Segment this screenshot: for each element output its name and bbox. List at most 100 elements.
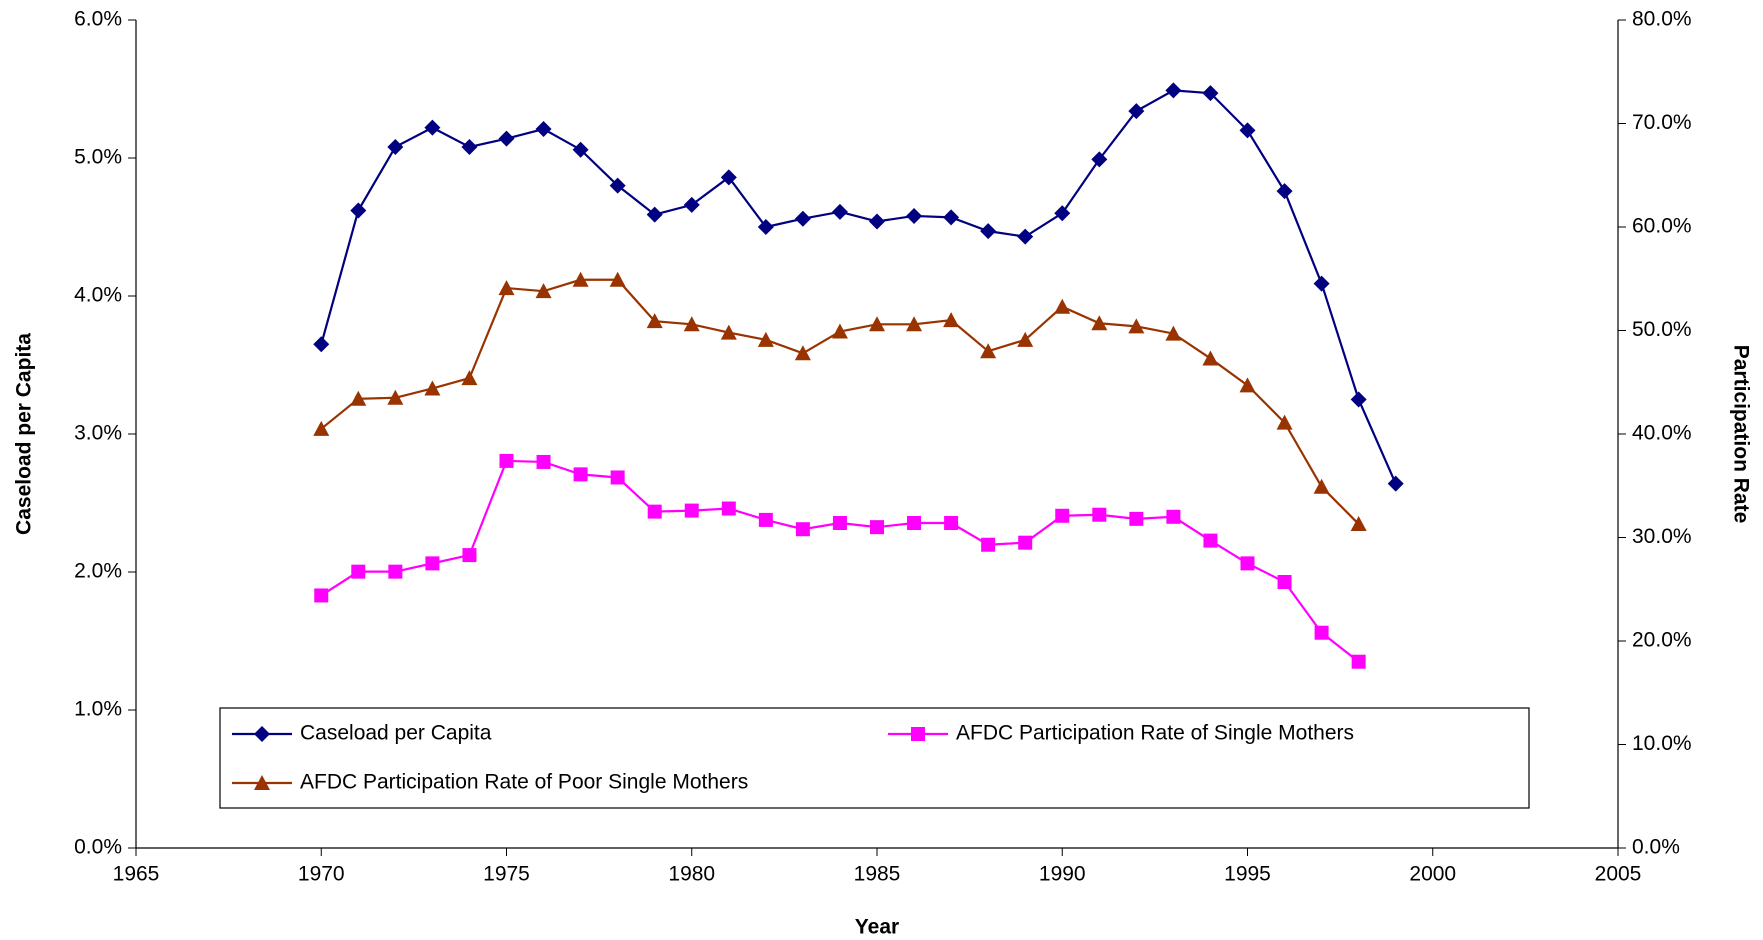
marker (720, 169, 737, 186)
series-line (320, 459, 1360, 663)
legend-box (219, 707, 1530, 809)
y-tick-label: 3.0% (74, 422, 122, 445)
marker (388, 564, 403, 579)
marker (1128, 103, 1145, 120)
marker (757, 219, 774, 235)
legend-label: Caseload per Capita (300, 722, 492, 745)
marker (461, 138, 478, 155)
marker (647, 504, 662, 519)
marker (980, 343, 997, 359)
marker (757, 331, 774, 347)
y2-tick-label: 80.0% (1632, 8, 1692, 31)
marker (943, 209, 960, 226)
y2-tick-label: 0.0% (1632, 836, 1680, 859)
marker (314, 588, 329, 603)
series-line (320, 89, 1397, 485)
marker (254, 775, 270, 790)
x-tick-label: 1995 (1224, 863, 1271, 886)
marker (907, 516, 922, 531)
marker (499, 453, 514, 468)
marker (870, 520, 884, 535)
marker (1092, 507, 1107, 522)
marker (609, 271, 626, 287)
marker (1165, 325, 1182, 341)
marker (646, 313, 663, 329)
marker (573, 467, 588, 482)
marker (684, 503, 699, 518)
marker (1276, 414, 1293, 430)
y-tick-label: 2.0% (74, 560, 122, 583)
marker (1313, 478, 1330, 494)
marker (572, 271, 589, 287)
y2-tick-label: 20.0% (1632, 629, 1692, 652)
marker (498, 130, 515, 147)
marker (461, 370, 478, 386)
y-tick-label: 1.0% (74, 698, 122, 721)
marker (1202, 85, 1219, 102)
x-tick-label: 2000 (1409, 863, 1456, 886)
marker (1350, 391, 1367, 408)
marker (832, 516, 847, 531)
marker (425, 556, 440, 571)
marker (1203, 533, 1218, 548)
marker (387, 138, 404, 155)
marker (1017, 331, 1034, 347)
marker (610, 470, 625, 485)
marker (1239, 122, 1256, 139)
marker (981, 537, 996, 552)
marker (1018, 535, 1033, 550)
marker (1017, 228, 1034, 245)
marker (794, 345, 811, 361)
legend-label: AFDC Participation Rate of Poor Single M… (300, 771, 748, 794)
marker (1091, 315, 1108, 331)
marker (906, 207, 923, 224)
marker (1276, 183, 1293, 200)
marker (1240, 556, 1255, 571)
x-tick-label: 2005 (1595, 863, 1642, 886)
marker (911, 727, 925, 741)
marker (498, 280, 515, 296)
marker (1128, 318, 1145, 334)
marker (944, 516, 959, 531)
marker (1202, 350, 1219, 366)
y-tick-label: 5.0% (74, 146, 122, 169)
y2-axis-title: Participation Rate (1729, 345, 1752, 524)
marker (1387, 475, 1404, 492)
marker (1091, 151, 1108, 168)
marker (1314, 625, 1329, 640)
y2-tick-label: 60.0% (1632, 215, 1692, 238)
marker (943, 312, 960, 328)
marker (980, 223, 997, 240)
marker (794, 210, 811, 227)
marker (1277, 575, 1292, 590)
marker (1129, 511, 1144, 526)
marker (350, 390, 367, 406)
marker (351, 564, 366, 579)
marker (795, 522, 810, 537)
marker (1313, 275, 1330, 292)
marker (254, 726, 270, 742)
marker (758, 512, 773, 527)
marker (535, 121, 552, 138)
marker (683, 316, 700, 332)
marker (535, 283, 552, 299)
marker (313, 420, 330, 436)
marker (831, 323, 848, 339)
y-axis-title: Caseload per Capita (13, 333, 36, 535)
marker (1054, 298, 1071, 314)
marker (572, 141, 589, 158)
y-tick-label: 6.0% (74, 8, 122, 31)
y2-tick-label: 40.0% (1632, 422, 1692, 445)
marker (869, 316, 885, 332)
marker (683, 196, 700, 213)
marker (424, 119, 441, 136)
marker (1166, 509, 1181, 524)
x-tick-label: 1985 (854, 863, 901, 886)
marker (536, 454, 551, 469)
x-tick-label: 1990 (1039, 863, 1086, 886)
y2-tick-label: 70.0% (1632, 111, 1692, 134)
marker (387, 389, 404, 405)
marker (424, 380, 441, 396)
